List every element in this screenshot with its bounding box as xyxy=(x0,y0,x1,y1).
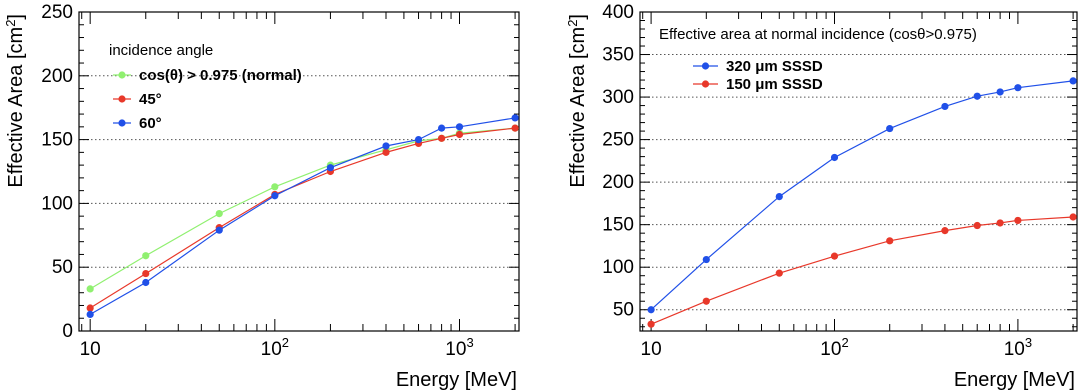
legend-label: cos(θ) > 0.975 (normal) xyxy=(139,67,302,84)
data-point xyxy=(941,102,949,111)
data-point xyxy=(455,123,464,131)
data-point xyxy=(830,153,839,162)
data-point xyxy=(438,134,446,142)
legend-marker xyxy=(118,71,126,79)
data-point xyxy=(215,210,223,218)
data-point xyxy=(775,192,783,201)
y-tick-label: 200 xyxy=(41,66,73,87)
data-point xyxy=(647,320,655,328)
chart-panel-2: 50 100 150 200 250 300 350 400 10 102 103 Energy [M… xyxy=(565,2,1078,391)
legend-label: 150 μm SSSD xyxy=(726,76,823,93)
data-point xyxy=(1069,77,1077,85)
y-tick-label: 250 xyxy=(602,130,634,151)
data-point xyxy=(1014,84,1022,92)
data-point xyxy=(382,142,390,150)
data-point xyxy=(830,252,839,260)
data-point xyxy=(142,269,150,278)
data-point xyxy=(996,88,1004,96)
y-tick-label: 100 xyxy=(602,257,634,278)
legend-marker xyxy=(701,80,710,88)
legend-title: incidence angle xyxy=(109,42,213,59)
chart-panel-1: 0 50 100 150 200 250 10 102 103 Energy [MeV] Effec… xyxy=(3,2,520,391)
data-point xyxy=(1069,213,1077,221)
data-point xyxy=(455,130,464,139)
data-point xyxy=(142,278,150,287)
data-point xyxy=(1014,216,1022,225)
y-tick-label: 50 xyxy=(52,257,73,278)
data-point xyxy=(86,304,94,312)
data-point xyxy=(142,252,150,260)
data-point xyxy=(886,237,894,245)
data-point xyxy=(886,124,894,133)
series-line xyxy=(89,127,516,290)
data-point xyxy=(511,114,519,122)
data-point xyxy=(973,221,981,230)
data-point xyxy=(414,136,423,144)
data-point xyxy=(941,227,949,235)
x-tick-label: 103 xyxy=(1004,335,1032,360)
series-line xyxy=(89,127,516,309)
data-point xyxy=(438,124,446,132)
data-point xyxy=(996,219,1004,227)
y-tick-label: 150 xyxy=(41,130,73,151)
series-line xyxy=(650,216,1074,325)
data-point xyxy=(326,164,335,172)
x-tick-label: 102 xyxy=(261,335,289,360)
legend-title: Effective area at normal incidence (cosθ… xyxy=(659,26,977,43)
legend-label: 45° xyxy=(139,91,162,108)
y-axis-label: Effective Area [cm2] xyxy=(565,14,589,188)
y-axis-label: Effective Area [cm2] xyxy=(3,14,27,188)
x-tick-label: 10 xyxy=(80,339,101,360)
data-point xyxy=(86,310,94,319)
data-point xyxy=(382,148,390,156)
y-tick-label: 150 xyxy=(602,215,634,236)
data-point xyxy=(86,285,94,293)
legend-marker xyxy=(118,95,126,103)
data-point xyxy=(702,297,710,305)
x-tick-label: 10 xyxy=(641,339,662,360)
series-line xyxy=(89,117,516,315)
data-point xyxy=(702,255,710,264)
y-tick-label: 250 xyxy=(41,2,73,23)
data-point xyxy=(511,124,519,132)
data-point xyxy=(271,192,279,200)
legend-marker xyxy=(701,62,710,70)
data-point xyxy=(647,306,655,314)
y-tick-label: 350 xyxy=(602,45,634,66)
data-point xyxy=(973,92,981,100)
legend-label: 320 μm SSSD xyxy=(726,58,823,75)
legend-label: 60° xyxy=(139,115,162,132)
y-tick-label: 300 xyxy=(602,87,634,108)
legend-marker xyxy=(118,119,126,127)
y-tick-label: 400 xyxy=(602,2,634,23)
plot-frame xyxy=(78,11,520,332)
x-tick-label: 102 xyxy=(820,335,848,360)
series-line xyxy=(650,80,1074,311)
y-tick-label: 50 xyxy=(613,300,634,321)
data-point xyxy=(271,183,279,191)
x-axis-label: Energy [MeV] xyxy=(954,369,1075,391)
plot-frame xyxy=(639,11,1078,332)
y-tick-label: 200 xyxy=(602,172,634,193)
y-tick-label: 100 xyxy=(41,193,73,214)
x-axis-label: Energy [MeV] xyxy=(396,369,517,391)
y-tick-label: 0 xyxy=(62,321,73,342)
data-point xyxy=(775,269,783,277)
x-tick-label: 103 xyxy=(445,335,473,360)
data-point xyxy=(215,226,223,234)
